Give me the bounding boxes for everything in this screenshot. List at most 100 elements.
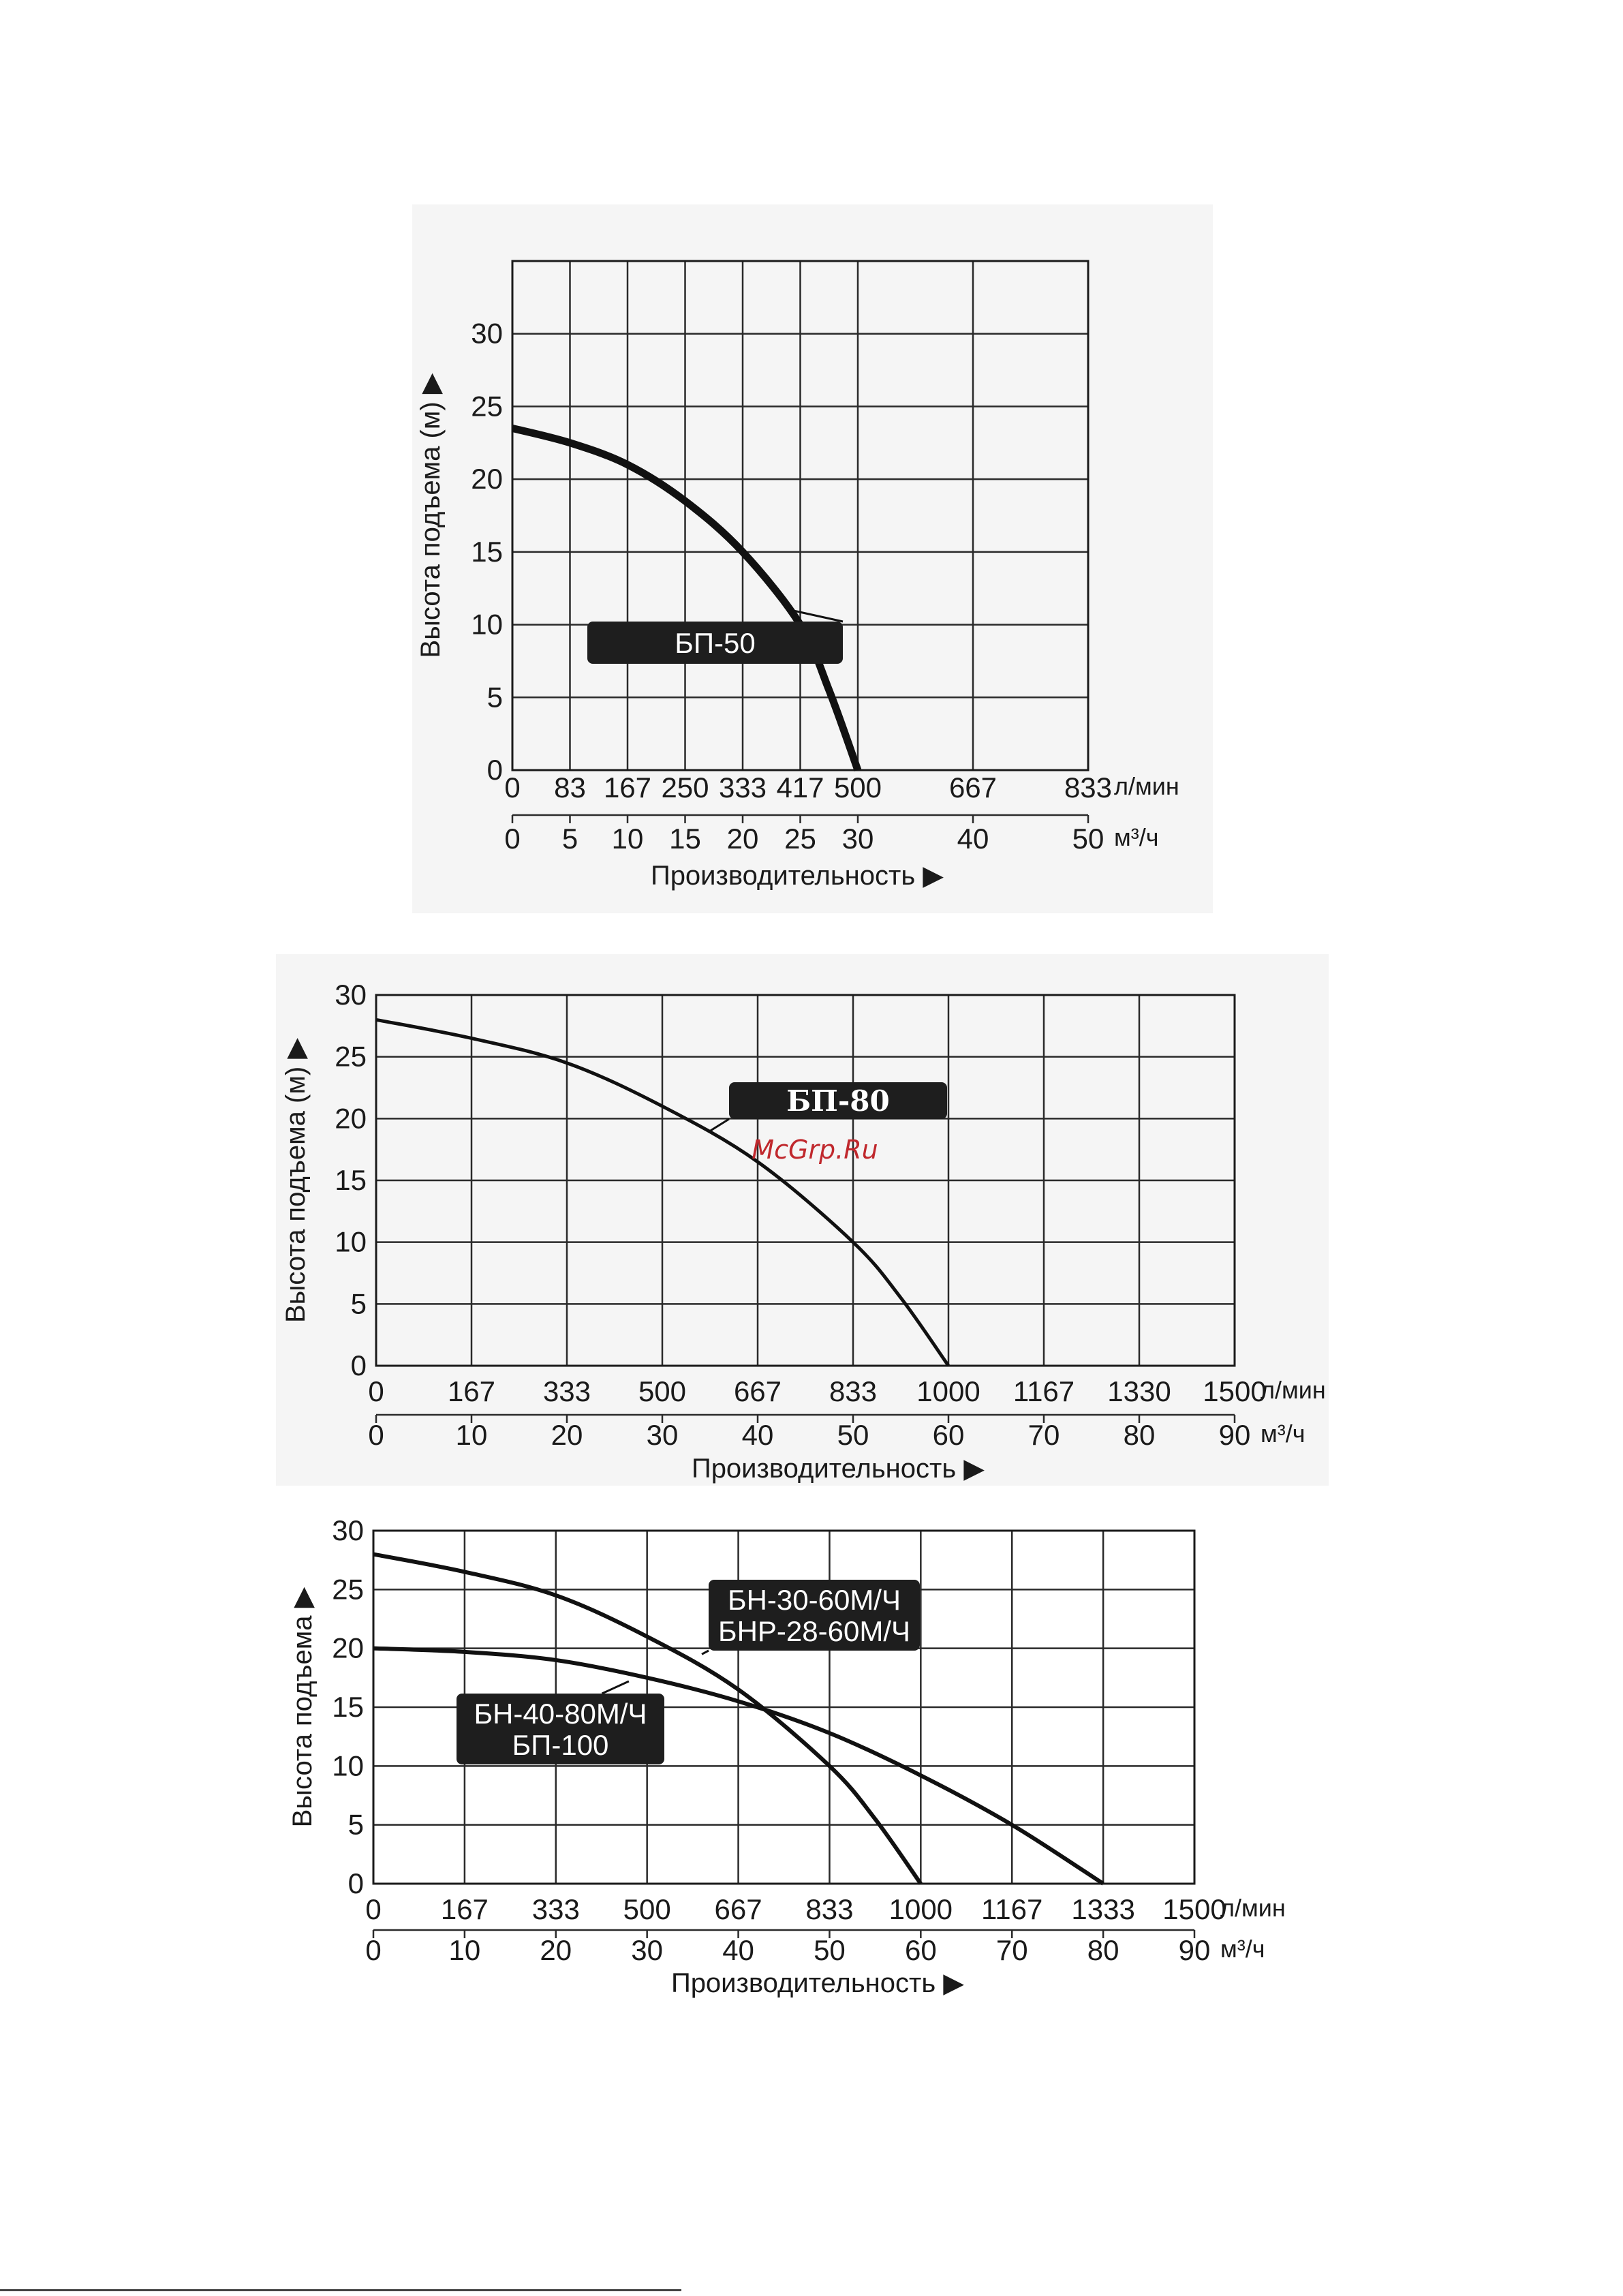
x-tick-label-lmin: 1167 — [981, 1893, 1042, 1925]
x-tick-label-lmin: 1500 — [1203, 1375, 1266, 1407]
x-tick-label-m3h: 80 — [1087, 1934, 1119, 1966]
legend-leader-line — [790, 609, 844, 623]
legend-box — [457, 1694, 664, 1764]
y-axis-title: Высота подъема ▶ — [288, 1587, 318, 1827]
x-tick-label-m3h: 50 — [837, 1419, 869, 1451]
x-tick-label-m3h: 90 — [1219, 1419, 1251, 1451]
y-axis-title: Высота подъема (м) ▶ — [416, 373, 446, 658]
x-tick-label-m3h: 0 — [504, 823, 520, 855]
y-tick-label: 15 — [335, 1164, 367, 1196]
x-tick-label-lmin: 250 — [661, 771, 709, 803]
x-tick-label-lmin: 667 — [734, 1375, 782, 1407]
x-tick-label-lmin: 0 — [365, 1893, 381, 1925]
x-tick-label-lmin: 833 — [829, 1375, 877, 1407]
series-line — [375, 1017, 950, 1367]
legend-leader-line — [701, 1649, 709, 1655]
x-tick-label-lmin: 667 — [949, 771, 997, 803]
x-tick-label-lmin: 1000 — [916, 1375, 980, 1407]
chart-bp80: 0 5 10 15 20 25 30 0 167 333 500 667 833 1000 1167 1330… — [0, 954, 1623, 1493]
unit-m3h-label: м³/ч — [1220, 1935, 1265, 1963]
x-tick-label-lmin: 1333 — [1071, 1893, 1134, 1925]
x-tick-label-m3h: 80 — [1124, 1419, 1156, 1451]
y-tick-label: 30 — [471, 318, 503, 350]
x-tick-label-m3h: 20 — [540, 1934, 572, 1966]
x-tick-label-lmin: 500 — [834, 771, 882, 803]
grid — [375, 994, 1236, 1367]
y-tick-label: 25 — [471, 390, 503, 422]
x-tick-label-lmin: 333 — [543, 1375, 591, 1407]
y-tick-label: 10 — [332, 1749, 364, 1781]
x-tick-label-lmin: 500 — [623, 1893, 671, 1925]
y-tick-label: 30 — [332, 1514, 364, 1546]
legend-label: БН-30-60М/Ч — [728, 1584, 901, 1616]
x-tick-label-lmin: 167 — [604, 771, 651, 803]
footer-rule — [0, 2289, 681, 2291]
x-axis-title: Производительность ▶ — [651, 861, 944, 891]
x-tick-label-lmin: 0 — [368, 1375, 384, 1407]
y-tick-label: 0 — [351, 1349, 367, 1381]
x-tick-label-lmin: 167 — [441, 1893, 489, 1925]
y-tick-label: 20 — [335, 1102, 367, 1134]
unit-lmin-label: л/мин — [1220, 1894, 1286, 1922]
x-tick-label-m3h: 60 — [905, 1934, 937, 1966]
legend-label: БН-40-80М/Ч — [474, 1698, 647, 1730]
x-tick-label-lmin: 833 — [1064, 771, 1112, 803]
legend-leader-line — [601, 1680, 630, 1695]
x-tick-label-m3h: 5 — [562, 823, 578, 855]
x-tick-label-m3h: 0 — [368, 1419, 384, 1451]
x-tick-label-lmin: 333 — [532, 1893, 580, 1925]
legend-box — [709, 1580, 920, 1651]
x-tick-label-lmin: 1500 — [1162, 1893, 1226, 1925]
x-tick-label-m3h: 30 — [842, 823, 874, 855]
series-line — [373, 1552, 923, 1885]
x-tick-label-m3h: 10 — [612, 823, 644, 855]
legend-box — [587, 622, 843, 664]
x-axis-title: Производительность ▶ — [671, 1968, 964, 1998]
y-tick-label: 15 — [471, 536, 503, 568]
y-tick-label: 0 — [348, 1867, 364, 1899]
x-tick-label-m3h: 20 — [551, 1419, 583, 1451]
legend-label: БНР-28-60М/Ч — [718, 1615, 910, 1647]
y-tick-label: 15 — [332, 1691, 364, 1723]
chart-bn: 0 5 10 15 20 25 30 0 167 333 500 667 833 1000 1167 1333… — [0, 1493, 1623, 2010]
x-tick-label-m3h: 60 — [933, 1419, 965, 1451]
x-tick-label-m3h: 20 — [727, 823, 759, 855]
x-tick-label-m3h: 30 — [631, 1934, 663, 1966]
x-axis-title: Производительность ▶ — [692, 1454, 985, 1484]
chart-background — [276, 954, 1329, 1486]
unit-m3h-label: м³/ч — [1114, 823, 1159, 851]
x-tick-label-m3h: 10 — [456, 1419, 488, 1451]
x-tick-label-m3h: 15 — [669, 823, 701, 855]
y-tick-label: 25 — [335, 1041, 367, 1073]
y-tick-label: 5 — [351, 1287, 367, 1319]
x-tick-label-lmin: 167 — [448, 1375, 495, 1407]
y-tick-label: 10 — [335, 1226, 367, 1258]
x-tick-label-m3h: 70 — [1028, 1419, 1060, 1451]
series-line — [373, 1646, 1104, 1886]
y-tick-label: 25 — [332, 1573, 364, 1605]
watermark: McGrp.Ru — [752, 1135, 878, 1165]
chart-bp50: 0 5 10 15 20 25 30 0 83 167 250 333 417 500 667 833 л/ми… — [0, 0, 1623, 954]
x-tick-label-lmin: 0 — [504, 771, 520, 803]
x-tick-label-m3h: 30 — [647, 1419, 679, 1451]
legend-leader-line — [709, 1118, 730, 1132]
plot-frame — [372, 1529, 1196, 1885]
x-tick-label-lmin: 1330 — [1107, 1375, 1171, 1407]
legend-label: БП-80 — [786, 1084, 889, 1118]
x-tick-label-lmin: 333 — [719, 771, 767, 803]
y-tick-label: 0 — [487, 754, 503, 786]
y-tick-label: 30 — [335, 979, 367, 1011]
unit-m3h-label: м³/ч — [1261, 1420, 1305, 1448]
x-tick-label-lmin: 667 — [715, 1893, 762, 1925]
chart-background — [412, 204, 1213, 913]
x-tick-label-m3h: 10 — [449, 1934, 481, 1966]
y-tick-label: 5 — [487, 681, 503, 713]
x-tick-label-m3h: 50 — [814, 1934, 846, 1966]
unit-lmin-label: л/мин — [1114, 772, 1179, 800]
x-tick-label-m3h: 40 — [742, 1419, 774, 1451]
y-tick-label: 20 — [332, 1632, 364, 1664]
x-tick-label-m3h: 25 — [784, 823, 816, 855]
x-tick-label-lmin: 83 — [554, 771, 586, 803]
